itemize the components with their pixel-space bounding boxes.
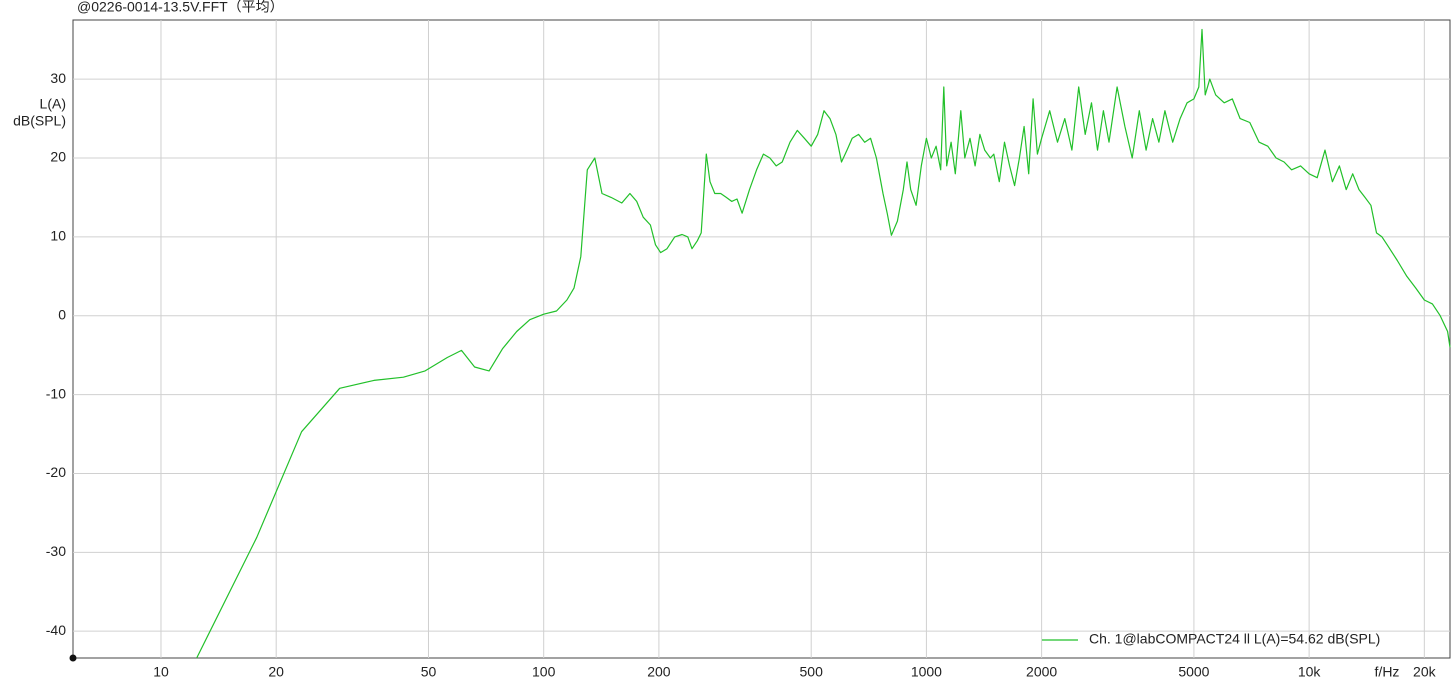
y-tick-label: -40 [46, 622, 66, 638]
x-tick-label: 100 [532, 664, 556, 680]
data-line [196, 28, 1451, 659]
x-axis-label: f/Hz [1375, 664, 1400, 680]
y-tick-label: 10 [50, 228, 66, 244]
y-tick-label: 0 [58, 306, 66, 322]
x-tick-label: 200 [647, 664, 671, 680]
x-tick-label: 5000 [1178, 664, 1209, 680]
x-tick-label: 50 [421, 664, 437, 680]
axis-origin [69, 654, 77, 662]
x-tick-label: 500 [800, 664, 824, 680]
y-tick-label: 20 [50, 149, 66, 165]
x-tick-label: 1000 [911, 664, 942, 680]
y-tick-label: -30 [46, 543, 66, 559]
y-tick-label: -10 [46, 385, 66, 401]
y-tick-label: 30 [50, 70, 66, 86]
x-tick-label: 20k [1413, 664, 1437, 680]
y-axis-label: dB(SPL) [13, 113, 66, 129]
y-axis-label: L(A) [40, 96, 66, 112]
x-tick-label: 10 [153, 664, 169, 680]
x-tick-label: 20 [268, 664, 284, 680]
y-tick-label: -20 [46, 464, 66, 480]
x-tick-label: 10k [1298, 664, 1322, 680]
chart-title: @0226-0014-13.5V.FFT（平均） [77, 0, 284, 15]
plot-area [72, 19, 1451, 659]
x-tick-label: 2000 [1026, 664, 1057, 680]
legend-label: Ch. 1@labCOMPACT24 ll L(A)=54.62 dB(SPL) [1089, 631, 1380, 647]
